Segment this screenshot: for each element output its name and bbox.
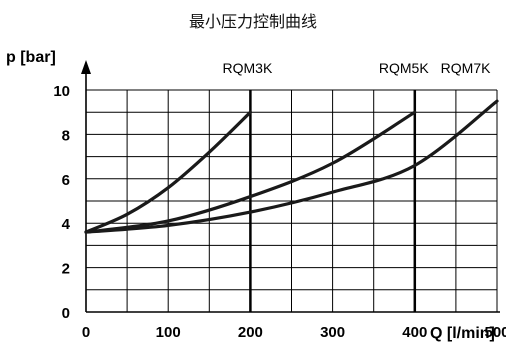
series-line-rqm5k <box>84 110 417 234</box>
y-tick-label: 6 <box>62 172 70 189</box>
series-label-rqm3k: RQM3K <box>223 60 273 76</box>
tick-labels: 0 100 200 300 400 500 0 2 4 6 8 10 <box>53 83 506 341</box>
y-tick-label: 10 <box>53 83 70 100</box>
x-tick-label: 200 <box>238 324 263 341</box>
y-tick-label: 2 <box>62 261 70 278</box>
x-tick-label: 500 <box>484 324 506 341</box>
x-tick-label: 300 <box>320 324 345 341</box>
y-axis-arrow <box>81 60 91 74</box>
series-label-rqm5k: RQM5K <box>379 60 429 76</box>
x-tick-label: 0 <box>82 324 90 341</box>
x-axis-label: Q [l/min] <box>430 325 495 342</box>
series-line-rqm3k <box>84 110 252 234</box>
axes <box>81 60 500 313</box>
series-line-rqm7k <box>84 99 499 234</box>
y-tick-label: 0 <box>62 305 70 322</box>
series-lines <box>84 99 499 234</box>
chart-title: 最小压力控制曲线 <box>189 12 317 31</box>
x-tick-label: 400 <box>402 324 427 341</box>
x-tick-label: 100 <box>156 324 181 341</box>
y-axis-label: p [bar] <box>6 49 56 66</box>
series-labels: RQM3K RQM5K RQM7K <box>223 60 492 76</box>
y-tick-label: 8 <box>62 127 70 144</box>
series-label-rqm7k: RQM7K <box>441 60 491 76</box>
grid <box>86 89 498 312</box>
y-tick-label: 4 <box>62 216 71 233</box>
